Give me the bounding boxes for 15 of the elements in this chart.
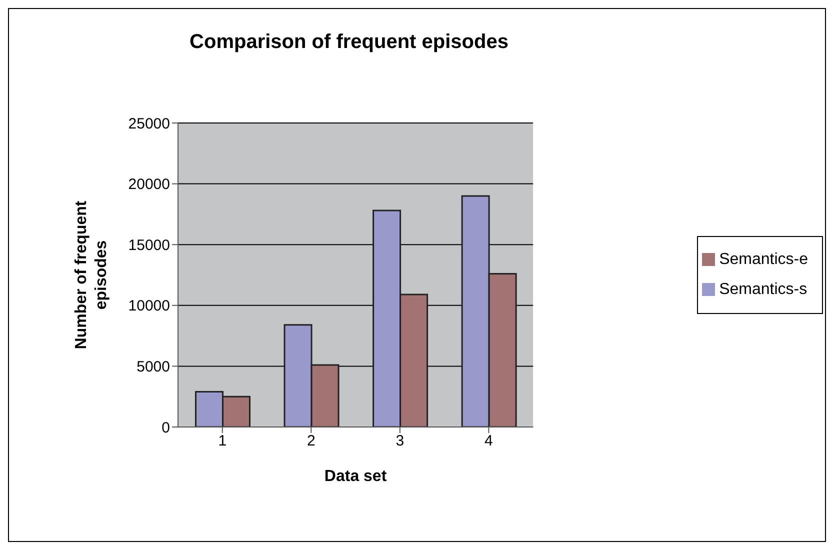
x-tick-label: 3 bbox=[396, 432, 404, 450]
y-axis-title: Number of frequent episodes bbox=[73, 200, 110, 350]
y-tick-label: 20000 bbox=[128, 176, 170, 194]
y-tick-label: 10000 bbox=[128, 298, 170, 315]
x-tick-label: 1 bbox=[218, 432, 227, 450]
legend-label: Semantics-e bbox=[719, 251, 808, 268]
chart-title: Comparison of frequent episodes bbox=[188, 31, 510, 54]
legend-label: Semantics-s bbox=[719, 281, 808, 298]
x-axis-title: Data set bbox=[324, 468, 388, 485]
y-tick-label: 5000 bbox=[136, 358, 170, 376]
x-tick-label: 4 bbox=[484, 432, 493, 450]
x-tick-label: 2 bbox=[306, 432, 316, 450]
y-tick-label: 15000 bbox=[128, 236, 170, 254]
y-tick-label: 0 bbox=[162, 419, 170, 436]
y-tick-label: 25000 bbox=[128, 115, 170, 132]
